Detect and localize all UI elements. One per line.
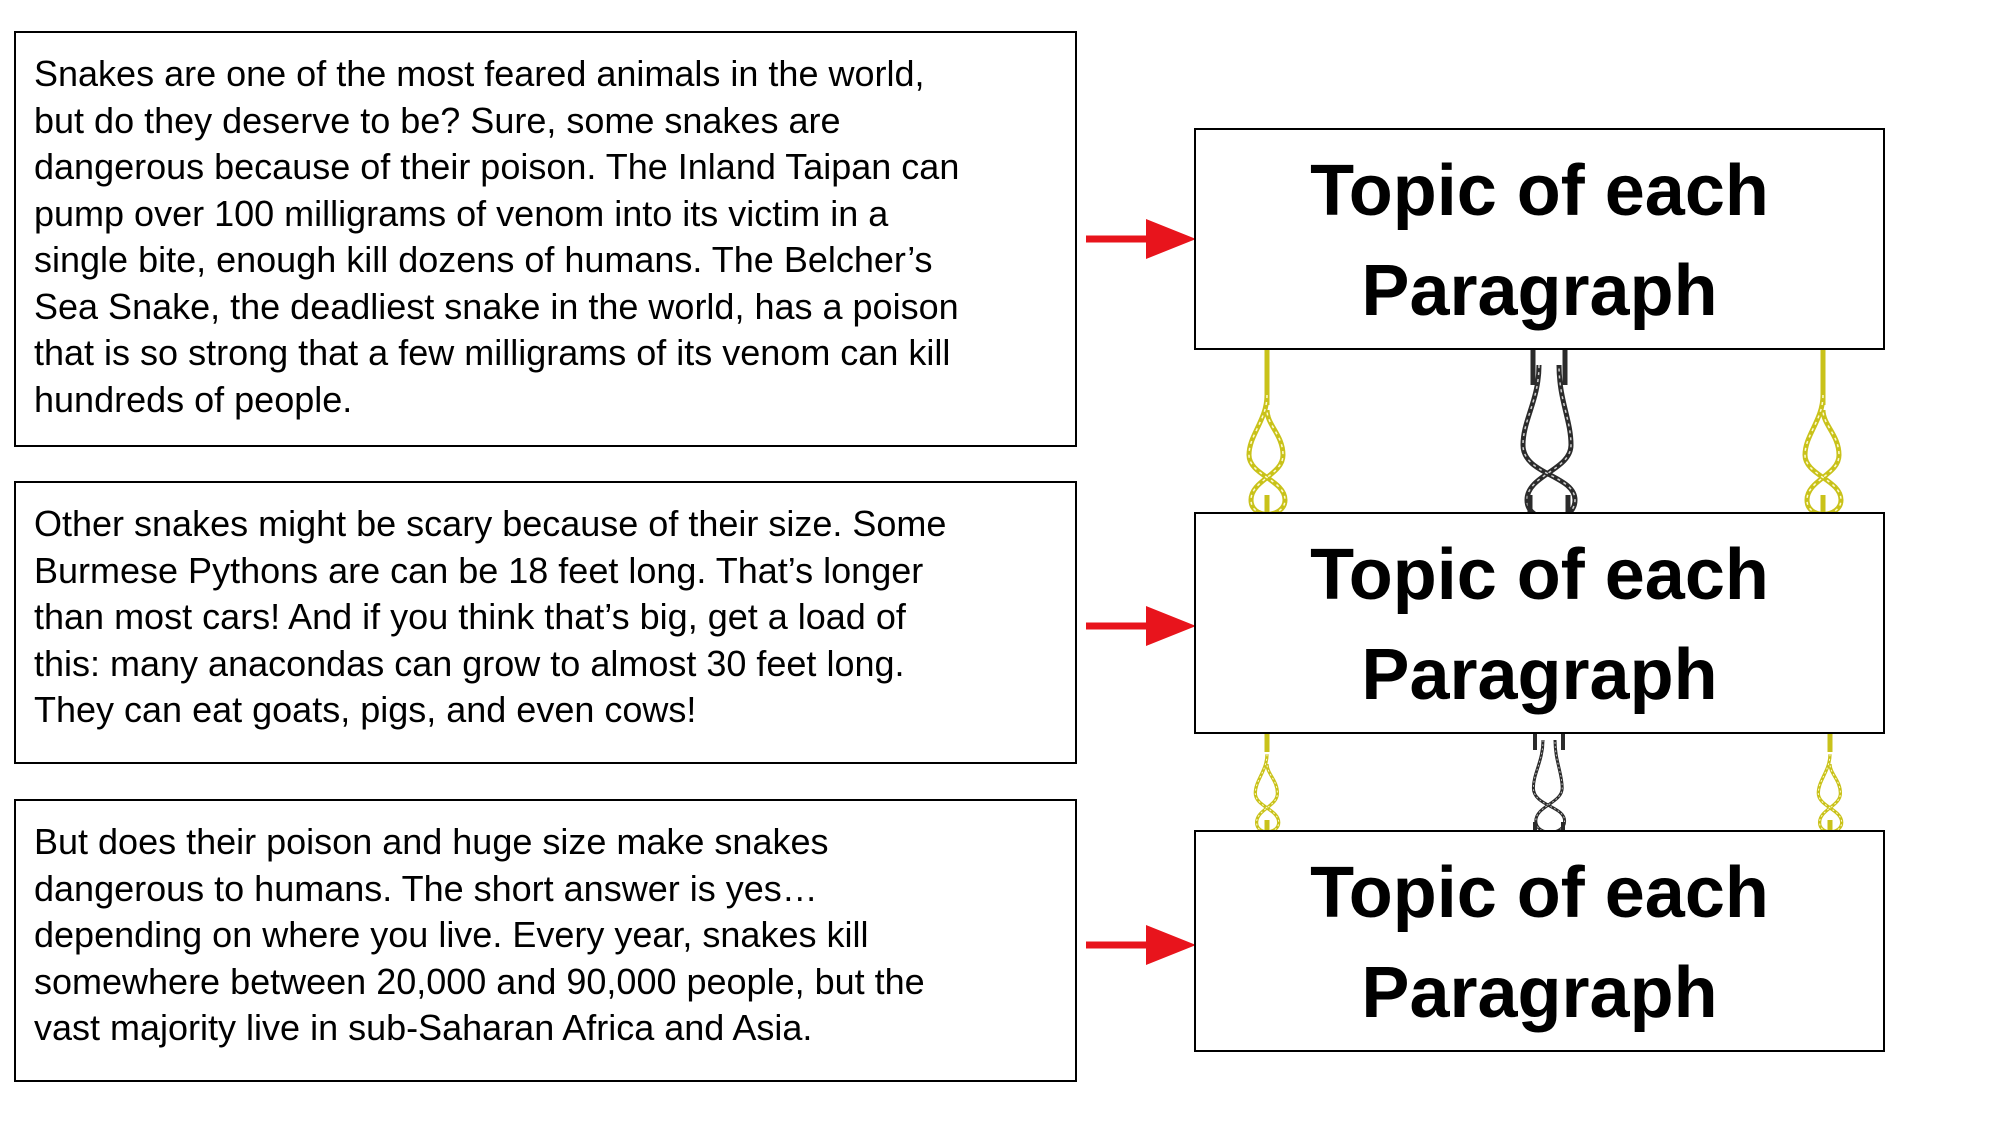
topic-label-line-2: Paragraph <box>1361 251 1718 331</box>
paragraph-line: hundreds of people. <box>34 378 353 420</box>
rope-left-2 <box>1253 734 1281 834</box>
topic-label-line-1: Topic of each <box>1310 535 1769 615</box>
rope-middle-2 <box>1531 734 1567 834</box>
paragraph-line: somewhere between 20,000 and 90,000 peop… <box>34 960 925 1002</box>
rope-right-2 <box>1816 734 1844 834</box>
paragraph-line: depending on where you live. Every year,… <box>34 914 869 955</box>
paragraph-box-3: But does their poison and huge size make… <box>14 799 1077 1082</box>
paragraph-box-1: Snakes are one of the most feared animal… <box>14 31 1077 447</box>
paragraph-line: But does their poison and huge size make… <box>34 821 829 862</box>
paragraph-line: dangerous to humans. The short answer is… <box>34 867 818 909</box>
topic-label: Topic of each Paragraph <box>1196 521 1883 725</box>
topic-label-line-2: Paragraph <box>1361 635 1718 715</box>
paragraph-line: Other snakes might be scary because of t… <box>34 503 947 544</box>
paragraph-line: this: many anacondas can grow to almost … <box>34 642 905 684</box>
paragraph-line: They can eat goats, pigs, and even cows! <box>34 689 697 730</box>
topic-box-3[interactable]: Topic of each Paragraph <box>1194 830 1885 1052</box>
paragraph-line: vast majority live in sub-Saharan Africa… <box>34 1007 813 1048</box>
rope-right-1 <box>1805 350 1841 514</box>
paragraph-line: than most cars! And if you think that’s … <box>34 596 906 637</box>
paragraph-line: dangerous because of their poison. The I… <box>34 146 960 187</box>
topic-label-line-2: Paragraph <box>1361 953 1718 1033</box>
rope-left-1 <box>1249 350 1285 514</box>
paragraph-line: pump over 100 milligrams of venom into i… <box>34 192 889 234</box>
topic-label: Topic of each Paragraph <box>1196 839 1883 1043</box>
topic-box-1[interactable]: Topic of each Paragraph <box>1194 128 1885 350</box>
paragraph-line: that is so strong that a few milligrams … <box>34 332 951 373</box>
paragraph-line: Snakes are one of the most feared animal… <box>34 53 925 94</box>
right-arrow-icon <box>1086 925 1196 965</box>
paragraph-box-2: Other snakes might be scary because of t… <box>14 481 1077 764</box>
paragraph-line: but do they deserve to be? Sure, some sn… <box>34 99 841 141</box>
paragraph-line: Burmese Pythons are can be 18 feet long.… <box>34 549 924 591</box>
paragraph-line: Sea Snake, the deadliest snake in the wo… <box>34 285 959 327</box>
right-arrow-icon <box>1086 606 1196 646</box>
topic-label-line-1: Topic of each <box>1310 853 1769 933</box>
topic-label: Topic of each Paragraph <box>1196 137 1883 341</box>
right-arrow-icon <box>1086 219 1196 259</box>
topic-box-2[interactable]: Topic of each Paragraph <box>1194 512 1885 734</box>
topic-label-line-1: Topic of each <box>1310 151 1769 231</box>
rope-middle-1 <box>1523 350 1575 519</box>
paragraph-line: single bite, enough kill dozens of human… <box>34 239 933 280</box>
